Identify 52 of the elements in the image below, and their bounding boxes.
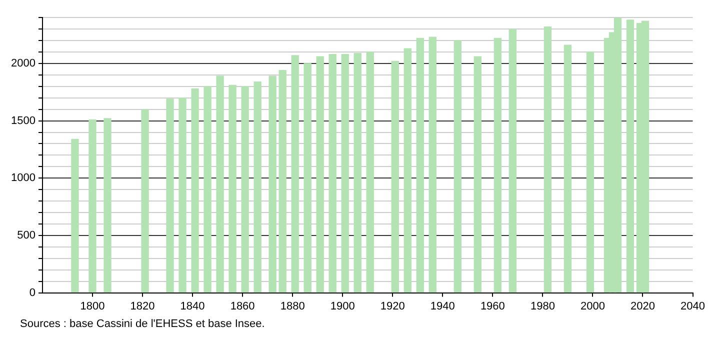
y-tick-label: 0 [29,286,36,299]
bar [474,56,482,293]
bar [564,44,572,293]
x-tick-label: 1940 [430,300,455,312]
bar [71,138,79,293]
bar [241,86,249,293]
y-tick-label: 1000 [10,172,36,184]
bar [88,119,96,293]
bar [304,63,312,293]
bar [291,55,299,293]
x-tick-label: 1920 [380,300,405,312]
bar [626,20,634,293]
bar [191,88,199,293]
x-tick-label: 1800 [80,300,105,312]
bar [254,81,262,293]
bar [268,76,276,293]
bar [278,70,286,293]
x-tick-label: 2040 [680,300,706,312]
bar [366,52,374,293]
x-tick-label: 1880 [280,300,305,312]
x-tick-label: 1900 [330,300,355,312]
bar [508,28,517,293]
y-tick-label: 1500 [10,114,36,127]
x-tick-label: 1820 [130,300,155,312]
bar [204,86,212,293]
bar [428,36,436,293]
bar [354,52,362,293]
bar [316,56,324,293]
bar [141,109,149,293]
x-tick-label: 2020 [630,300,655,312]
bar [178,98,186,293]
bar [216,76,224,293]
x-tick-label: 1960 [480,300,505,312]
x-tick-label: 2000 [580,300,605,312]
bar [328,54,336,293]
bar [104,118,112,293]
x-tick-label: 1840 [180,300,205,312]
bar [454,40,462,293]
bar [228,84,236,293]
bar [416,38,424,293]
bar [166,98,174,293]
source-note: Sources : base Cassini de l'EHESS et base Insee. [20,318,266,330]
bar [544,26,552,293]
x-tick-label: 1980 [530,300,555,312]
bar [586,52,594,293]
bar [341,54,349,293]
bar [391,60,399,293]
y-tick-label: 500 [17,230,36,242]
x-tick-label: 1860 [230,300,255,312]
bar [404,48,412,293]
bar [494,38,502,293]
y-tick-label: 2000 [10,58,36,70]
